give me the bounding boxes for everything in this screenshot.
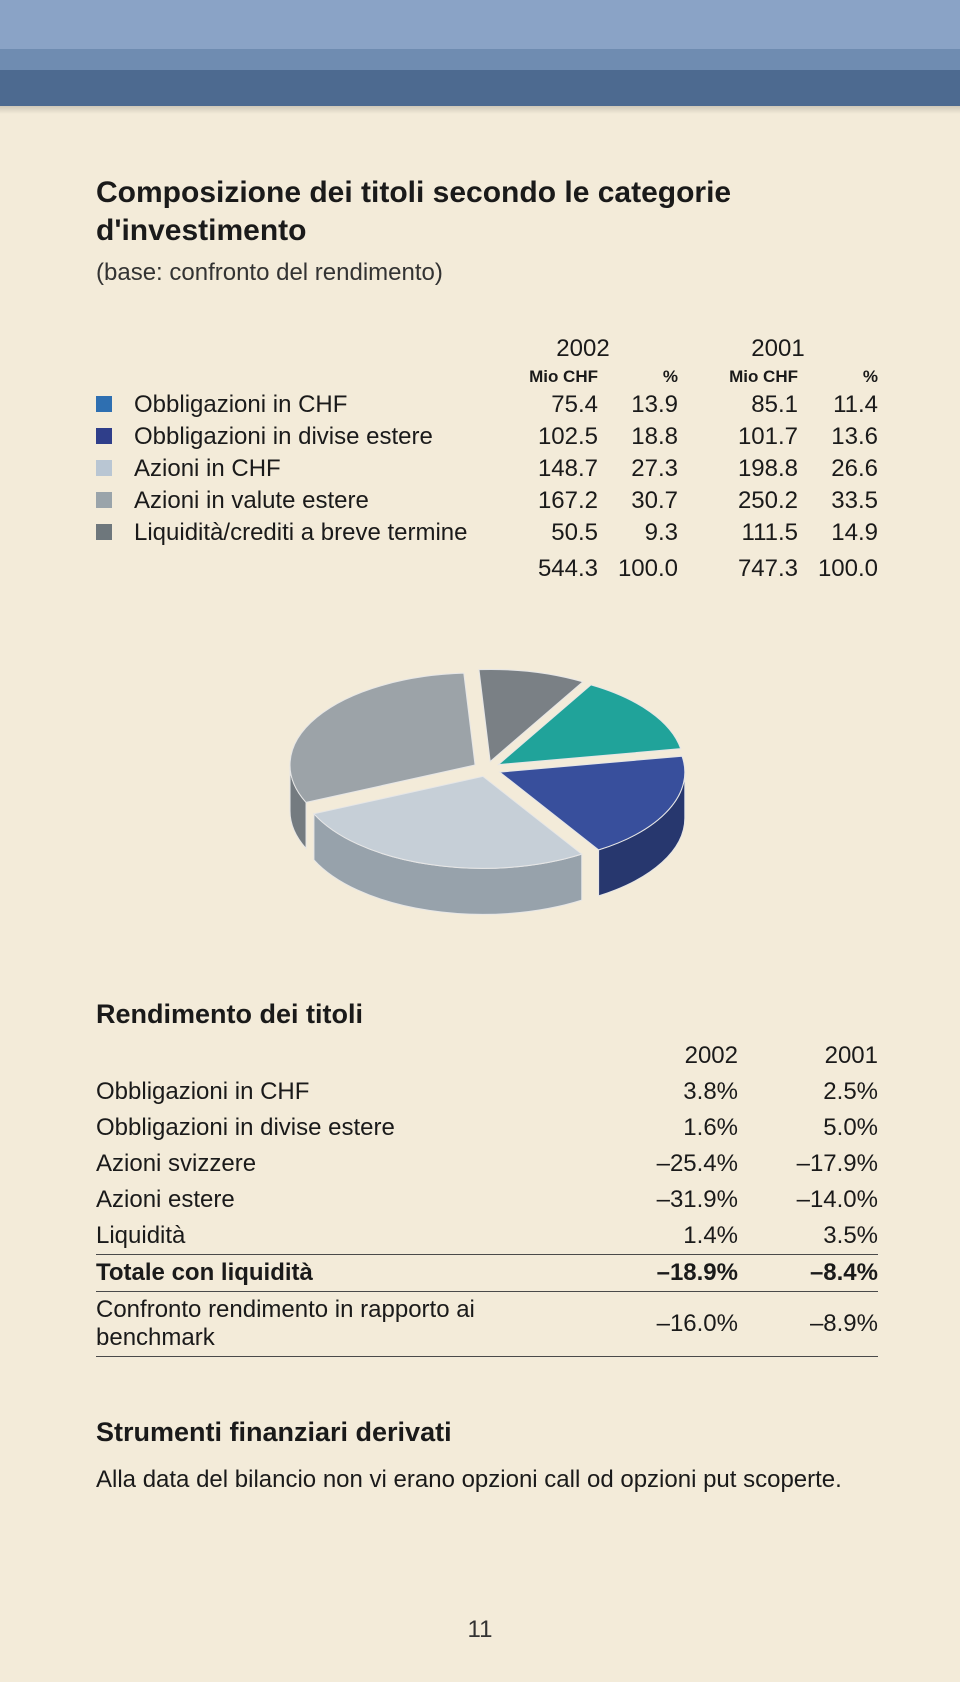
rendimento-table: 2002 2001 Obbligazioni in CHF3.8%2.5%Obb…	[96, 1038, 878, 1357]
content: Composizione dei titoli secondo le categ…	[0, 106, 960, 1496]
composition-table: 2002 2001 Mio CHF % Mio CHF % Obbligazio…	[96, 333, 878, 585]
rendimento-section: Rendimento dei titoli 2002 2001 Obbligaz…	[96, 999, 878, 1357]
row-c: 198.8	[678, 453, 798, 485]
rend-row-a: 1.6%	[598, 1110, 738, 1146]
unit-pct-2: %	[798, 365, 878, 389]
row-label: Liquidità/crediti a breve termine	[124, 517, 488, 549]
rend-row-b: –17.9%	[738, 1146, 878, 1182]
year-2002: 2002	[488, 333, 678, 365]
rend-row-label: Liquidità	[96, 1218, 598, 1255]
table-unit-row: Mio CHF % Mio CHF %	[96, 365, 878, 389]
unit-miochf-1: Mio CHF	[488, 365, 598, 389]
title-line-2: d'investimento	[96, 214, 307, 247]
rend-total-row: Totale con liquidità –18.9% –8.4%	[96, 1255, 878, 1292]
rend-row-label: Obbligazioni in CHF	[96, 1074, 598, 1110]
rend-row-b: 3.5%	[738, 1218, 878, 1255]
row-b: 13.9	[598, 389, 678, 421]
row-label: Azioni in valute estere	[124, 485, 488, 517]
table-row: Obbligazioni in CHF3.8%2.5%	[96, 1074, 878, 1110]
rend-row-label: Obbligazioni in divise estere	[96, 1110, 598, 1146]
page: Composizione dei titoli secondo le categ…	[0, 0, 960, 1682]
rend-bm-b: –8.9%	[738, 1292, 878, 1357]
pie-slice-top	[290, 673, 475, 802]
row-b: 30.7	[598, 485, 678, 517]
table-row: Azioni in valute estere167.230.7250.233.…	[96, 485, 878, 517]
row-c: 101.7	[678, 421, 798, 453]
row-label: Obbligazioni in CHF	[124, 389, 488, 421]
rend-row-label: Azioni estere	[96, 1182, 598, 1218]
table-row: Obbligazioni in CHF75.413.985.111.4	[96, 389, 878, 421]
row-c: 250.2	[678, 485, 798, 517]
table-row: Azioni in CHF148.727.3198.826.6	[96, 453, 878, 485]
page-subtitle: (base: confronto del rendimento)	[96, 259, 878, 287]
pie-chart	[96, 639, 878, 939]
table-row: Liquidità/crediti a breve termine50.59.3…	[96, 517, 878, 549]
unit-miochf-2: Mio CHF	[678, 365, 798, 389]
rend-total-a: –18.9%	[598, 1255, 738, 1292]
legend-swatch	[96, 460, 112, 476]
row-a: 50.5	[488, 517, 598, 549]
row-d: 33.5	[798, 485, 878, 517]
table-row: Azioni estere–31.9%–14.0%	[96, 1182, 878, 1218]
row-c: 85.1	[678, 389, 798, 421]
rend-row-b: –14.0%	[738, 1182, 878, 1218]
total-c: 747.3	[678, 549, 798, 585]
rend-year-2: 2001	[738, 1038, 878, 1074]
derivati-title: Strumenti finanziari derivati	[96, 1417, 878, 1448]
legend-swatch	[96, 396, 112, 412]
legend-swatch	[96, 428, 112, 444]
row-b: 9.3	[598, 517, 678, 549]
unit-pct-1: %	[598, 365, 678, 389]
page-number: 11	[0, 1616, 960, 1644]
table-year-row: 2002 2001	[96, 333, 878, 365]
year-2001: 2001	[678, 333, 878, 365]
row-a: 102.5	[488, 421, 598, 453]
table-row: Liquidità1.4%3.5%	[96, 1218, 878, 1255]
rend-total-b: –8.4%	[738, 1255, 878, 1292]
rend-row-label: Azioni svizzere	[96, 1146, 598, 1182]
total-d: 100.0	[798, 549, 878, 585]
row-b: 27.3	[598, 453, 678, 485]
row-d: 13.6	[798, 421, 878, 453]
rend-bottom-rule	[96, 1357, 878, 1358]
table-row: Obbligazioni in divise estere1.6%5.0%	[96, 1110, 878, 1146]
row-label: Azioni in CHF	[124, 453, 488, 485]
row-d: 26.6	[798, 453, 878, 485]
rendimento-title: Rendimento dei titoli	[96, 999, 878, 1030]
legend-swatch	[96, 492, 112, 508]
rend-row-a: –31.9%	[598, 1182, 738, 1218]
rend-total-label: Totale con liquidità	[96, 1255, 598, 1292]
total-a: 544.3	[488, 549, 598, 585]
page-title: Composizione dei titoli secondo le categ…	[96, 174, 878, 249]
table-row: Azioni svizzere–25.4%–17.9%	[96, 1146, 878, 1182]
table-totals-row: 544.3 100.0 747.3 100.0	[96, 549, 878, 585]
row-a: 148.7	[488, 453, 598, 485]
title-line-1: Composizione dei titoli secondo le categ…	[96, 176, 731, 209]
row-c: 111.5	[678, 517, 798, 549]
row-d: 14.9	[798, 517, 878, 549]
row-a: 167.2	[488, 485, 598, 517]
row-a: 75.4	[488, 389, 598, 421]
rend-benchmark-row: Confronto rendimento in rapporto ai benc…	[96, 1292, 878, 1357]
rend-bm-a: –16.0%	[598, 1292, 738, 1357]
rend-row-b: 2.5%	[738, 1074, 878, 1110]
total-b: 100.0	[598, 549, 678, 585]
rend-row-a: 1.4%	[598, 1218, 738, 1255]
row-b: 18.8	[598, 421, 678, 453]
row-label: Obbligazioni in divise estere	[124, 421, 488, 453]
row-d: 11.4	[798, 389, 878, 421]
rend-row-b: 5.0%	[738, 1110, 878, 1146]
rend-bm-label: Confronto rendimento in rapporto ai benc…	[96, 1292, 598, 1357]
pie-svg	[257, 639, 717, 939]
rend-row-a: –25.4%	[598, 1146, 738, 1182]
rend-year-row: 2002 2001	[96, 1038, 878, 1074]
rend-year-1: 2002	[598, 1038, 738, 1074]
header-stripe	[0, 0, 960, 106]
table-row: Obbligazioni in divise estere102.518.810…	[96, 421, 878, 453]
derivati-text: Alla data del bilancio non vi erano opzi…	[96, 1464, 878, 1496]
rend-row-a: 3.8%	[598, 1074, 738, 1110]
legend-swatch	[96, 524, 112, 540]
